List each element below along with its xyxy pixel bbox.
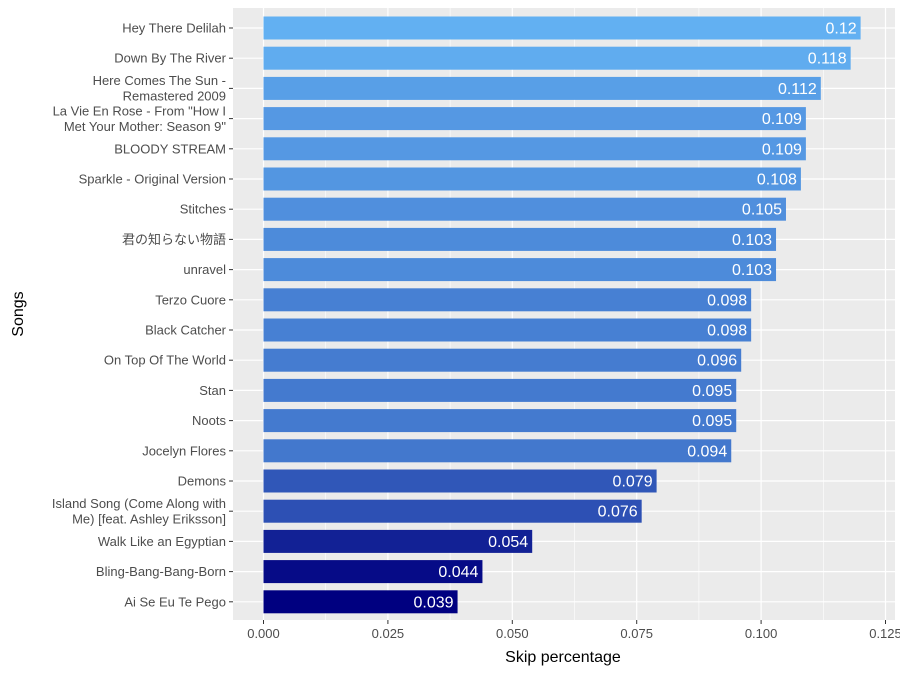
bar <box>263 288 752 312</box>
bar <box>263 258 777 282</box>
bar-value-label: 0.054 <box>488 534 528 551</box>
bar-value-label: 0.12 <box>825 21 856 38</box>
bar <box>263 409 737 433</box>
y-tick-label: Down By The River <box>114 51 226 66</box>
y-tick-label: Jocelyn Flores <box>142 443 226 458</box>
bar-value-label: 0.095 <box>692 413 732 430</box>
bar <box>263 16 861 40</box>
bar-value-label: 0.105 <box>742 202 782 219</box>
x-tick-label: 0.100 <box>745 626 778 641</box>
bar <box>263 560 483 584</box>
y-tick-label: Demons <box>178 474 227 489</box>
y-tick-label: Bling-Bang-Bang-Born <box>96 564 226 579</box>
bar <box>263 137 806 161</box>
bar-value-label: 0.076 <box>598 504 638 521</box>
bar-value-label: 0.079 <box>613 474 653 491</box>
bar <box>263 227 777 251</box>
bar <box>263 439 732 463</box>
x-tick-label: 0.050 <box>496 626 529 641</box>
bar-value-label: 0.108 <box>757 172 797 189</box>
y-tick-label: Black Catcher <box>145 323 227 338</box>
y-tick-label: On Top Of The World <box>104 353 226 368</box>
bar <box>263 197 786 221</box>
bar <box>263 76 821 100</box>
y-tick-label: Here Comes The Sun -Remastered 2009 <box>93 73 226 104</box>
bar-value-label: 0.044 <box>438 564 478 581</box>
y-tick-label: Terzo Cuore <box>155 292 226 307</box>
bar <box>263 469 657 493</box>
y-tick-label: Hey There Delilah <box>122 21 226 36</box>
y-tick-label: Stitches <box>180 202 227 217</box>
bar-value-label: 0.109 <box>762 141 802 158</box>
bar <box>263 107 806 131</box>
bar-value-label: 0.103 <box>732 232 772 249</box>
bar <box>263 46 851 70</box>
bar-value-label: 0.112 <box>778 81 817 98</box>
x-tick-label: 0.075 <box>620 626 653 641</box>
y-tick-label: Stan <box>199 383 226 398</box>
bar-value-label: 0.118 <box>808 51 847 68</box>
y-tick-label: Noots <box>192 413 226 428</box>
bar <box>263 499 642 523</box>
x-tick-label: 0.025 <box>372 626 405 641</box>
y-tick-label: unravel <box>183 262 226 277</box>
y-axis-title: Songs <box>10 291 27 336</box>
y-tick-label: BLOODY STREAM <box>114 141 226 156</box>
y-tick-label: 君の知らない物語 <box>122 232 226 247</box>
bar-value-label: 0.039 <box>414 594 454 611</box>
bar <box>263 167 801 191</box>
bar-value-label: 0.095 <box>692 383 732 400</box>
bar-value-label: 0.096 <box>697 353 737 370</box>
bar <box>263 529 533 553</box>
bar-value-label: 0.094 <box>687 443 727 460</box>
bar <box>263 590 458 614</box>
x-tick-label: 0.125 <box>869 626 900 641</box>
x-axis-title: Skip percentage <box>505 649 621 666</box>
bar-value-label: 0.098 <box>707 292 747 309</box>
y-tick-label: La Vie En Rose - From "How I Met Your Mot… <box>53 103 227 134</box>
bar <box>263 348 742 372</box>
bar-value-label: 0.109 <box>762 111 802 128</box>
x-tick-label: 0.000 <box>247 626 280 641</box>
y-tick-label: Walk Like an Egyptian <box>98 534 226 549</box>
y-tick-label: Ai Se Eu Te Pego <box>124 594 226 609</box>
bar <box>263 378 737 402</box>
bar-value-label: 0.098 <box>707 323 747 340</box>
bar <box>263 318 752 342</box>
y-tick-label: Island Song (Come Along with Me) [feat. A… <box>52 496 226 527</box>
bar-value-label: 0.103 <box>732 262 772 279</box>
y-tick-label: Sparkle - Original Version <box>79 172 226 187</box>
